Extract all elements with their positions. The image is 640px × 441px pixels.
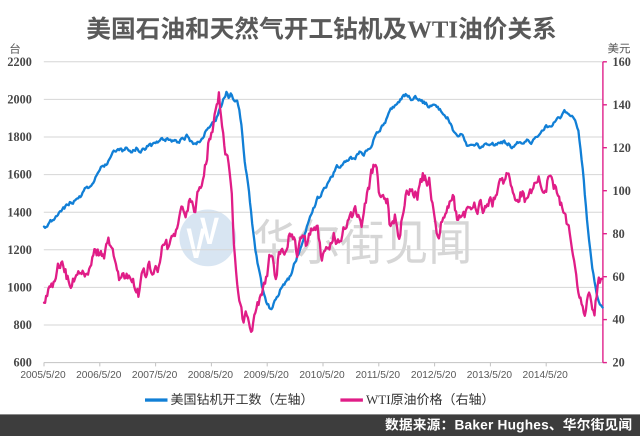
svg-text:2200: 2200 — [7, 55, 31, 69]
svg-text:2014/5/20: 2014/5/20 — [523, 370, 569, 381]
svg-text:1600: 1600 — [7, 168, 31, 182]
svg-text:2010/5/20: 2010/5/20 — [299, 370, 345, 381]
svg-text:1200: 1200 — [7, 243, 31, 257]
svg-text:2005/5/20: 2005/5/20 — [20, 370, 66, 381]
svg-text:40: 40 — [613, 313, 625, 327]
svg-text:800: 800 — [14, 318, 32, 332]
svg-text:1800: 1800 — [7, 130, 31, 144]
svg-text:美国石油和天然气开工钻机及WTI油价关系: 美国石油和天然气开工钻机及WTI油价关系 — [86, 10, 556, 46]
svg-text:2009/5/20: 2009/5/20 — [244, 370, 290, 381]
svg-text:V: V — [186, 210, 205, 271]
svg-text:V: V — [200, 200, 220, 255]
svg-text:1400: 1400 — [7, 205, 31, 219]
svg-text:台: 台 — [9, 41, 21, 57]
svg-text:2011/5/20: 2011/5/20 — [356, 370, 401, 381]
svg-text:2000: 2000 — [7, 93, 31, 107]
svg-text:80: 80 — [613, 227, 625, 241]
svg-text:1000: 1000 — [7, 281, 31, 295]
svg-text:数据来源：Baker Hughes、华尔街见闻: 数据来源：Baker Hughes、华尔街见闻 — [385, 414, 632, 434]
svg-text:2007/5/20: 2007/5/20 — [132, 370, 178, 381]
svg-text:140: 140 — [613, 98, 631, 112]
svg-text:2012/5/20: 2012/5/20 — [411, 370, 457, 381]
svg-text:600: 600 — [14, 356, 32, 370]
svg-text:WTI原油价格（右轴）: WTI原油价格（右轴） — [366, 389, 495, 408]
svg-text:美国钻机开工数（左轴）: 美国钻机开工数（左轴） — [171, 389, 314, 408]
svg-text:100: 100 — [613, 184, 631, 198]
svg-text:160: 160 — [613, 55, 631, 69]
svg-text:2006/5/20: 2006/5/20 — [76, 370, 122, 381]
svg-text:120: 120 — [613, 141, 631, 155]
svg-text:60: 60 — [613, 270, 625, 284]
svg-text:2008/5/20: 2008/5/20 — [188, 370, 234, 381]
svg-text:2013/5/20: 2013/5/20 — [467, 370, 513, 381]
svg-text:美元: 美元 — [608, 41, 631, 57]
svg-text:20: 20 — [613, 356, 625, 370]
